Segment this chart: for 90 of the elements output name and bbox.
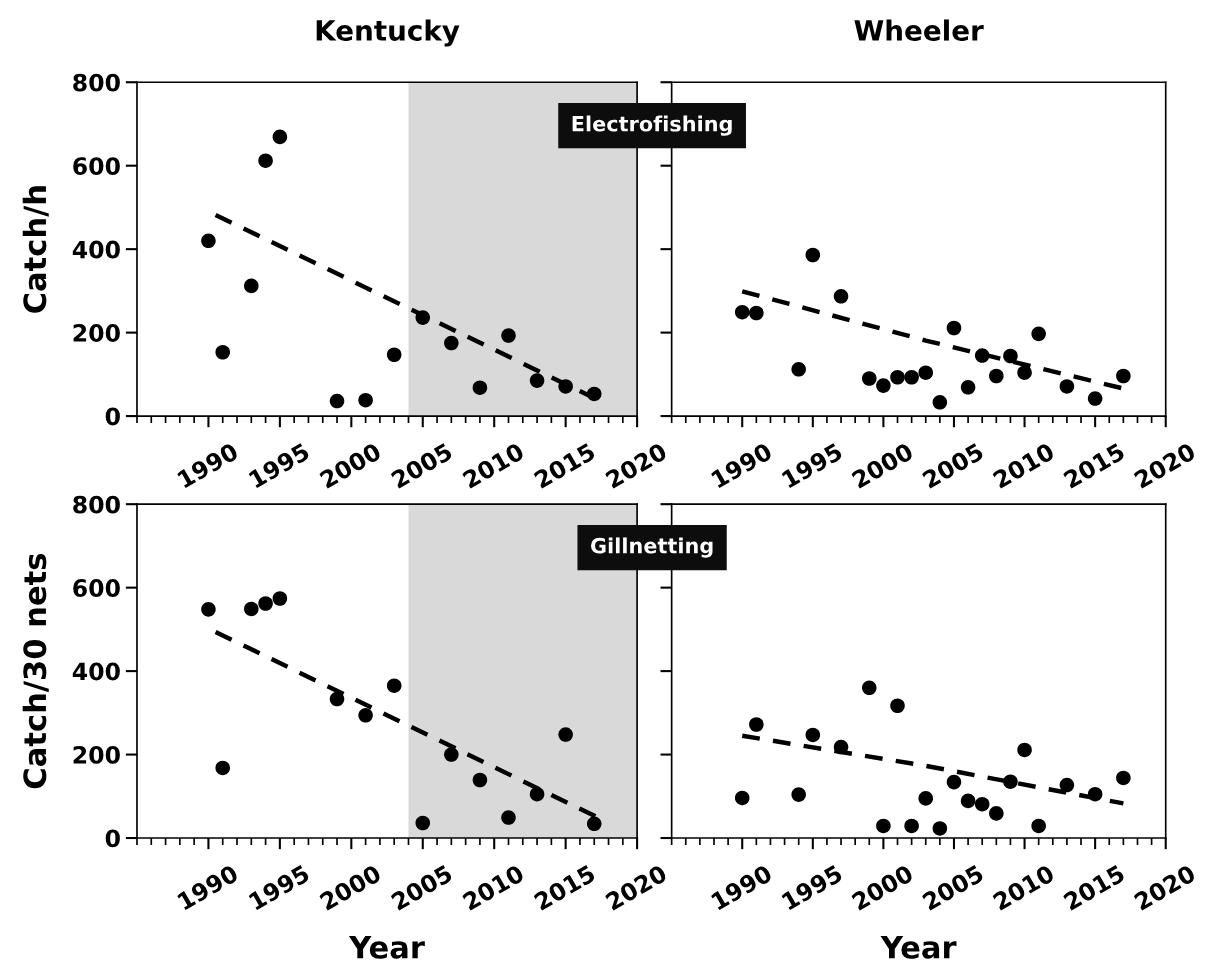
point	[833, 739, 849, 755]
point	[1059, 379, 1075, 394]
point	[201, 602, 216, 617]
y-tick-label: 800	[73, 73, 120, 92]
point	[791, 362, 806, 377]
point	[1087, 786, 1103, 802]
point	[1017, 365, 1032, 380]
chart-title: Wheeler	[854, 19, 984, 41]
point	[1017, 742, 1032, 758]
point	[444, 335, 459, 351]
y-tick-label: 0	[105, 829, 120, 848]
point	[805, 727, 821, 743]
point	[974, 796, 990, 812]
point	[876, 818, 891, 834]
point	[1031, 326, 1046, 342]
point	[904, 369, 919, 385]
point	[1059, 777, 1075, 793]
point	[444, 747, 459, 762]
point	[833, 289, 849, 304]
point	[932, 821, 948, 836]
point	[472, 380, 488, 395]
y-tick-label: 400	[72, 240, 120, 259]
point	[329, 393, 345, 409]
x-axis-title: Year	[880, 936, 957, 959]
point	[258, 153, 273, 168]
point	[791, 787, 806, 802]
point	[501, 328, 516, 343]
point	[501, 810, 516, 825]
point	[558, 727, 573, 742]
point	[904, 818, 919, 834]
point	[734, 304, 750, 320]
y-tick-label: 200	[73, 746, 120, 764]
y-tick-label: 400	[72, 662, 120, 681]
point	[272, 129, 288, 145]
point	[1031, 818, 1046, 834]
point	[529, 373, 545, 388]
y-axis-title: Catch/30 nets	[22, 554, 49, 789]
point	[960, 380, 976, 395]
point	[1116, 368, 1131, 384]
point	[258, 596, 273, 611]
point	[861, 371, 877, 386]
point	[558, 379, 573, 394]
point	[974, 348, 990, 363]
point	[1003, 348, 1018, 364]
point	[586, 386, 602, 402]
point	[805, 247, 821, 263]
point	[734, 790, 750, 806]
point	[960, 793, 976, 809]
point	[918, 365, 934, 380]
point	[329, 691, 345, 707]
point	[529, 786, 545, 802]
point	[215, 760, 230, 776]
point	[244, 601, 259, 617]
point	[386, 678, 402, 693]
point	[272, 591, 288, 606]
point	[932, 395, 948, 410]
y-axis-title: Catch/h	[22, 186, 49, 313]
point	[215, 344, 230, 360]
point	[358, 392, 373, 408]
y-tick-label: 600	[73, 579, 120, 597]
annotation: Electrofishing	[572, 115, 732, 136]
y-tick-label: 0	[105, 407, 120, 426]
point	[890, 369, 905, 385]
point	[989, 806, 1004, 821]
point	[586, 816, 602, 832]
y-tick-label: 200	[73, 324, 120, 342]
point	[861, 680, 877, 696]
point	[415, 815, 431, 831]
point	[244, 278, 259, 294]
y-tick-label: 800	[73, 495, 120, 514]
point	[946, 320, 962, 336]
point	[1116, 770, 1131, 786]
point	[1087, 391, 1103, 406]
x-axis-title: Year	[348, 936, 425, 959]
point	[946, 774, 962, 790]
annotation: Gillnetting	[591, 537, 713, 558]
point	[415, 310, 431, 325]
point	[1003, 774, 1018, 789]
point	[918, 791, 934, 806]
point	[876, 378, 891, 393]
point	[386, 347, 402, 363]
point	[890, 698, 905, 714]
point	[749, 717, 764, 732]
chart-title: Kentucky	[316, 19, 460, 47]
y-tick-label: 600	[73, 157, 120, 175]
point	[358, 708, 373, 723]
point	[472, 772, 488, 788]
point	[749, 305, 764, 321]
point	[201, 233, 216, 249]
point	[989, 368, 1004, 384]
